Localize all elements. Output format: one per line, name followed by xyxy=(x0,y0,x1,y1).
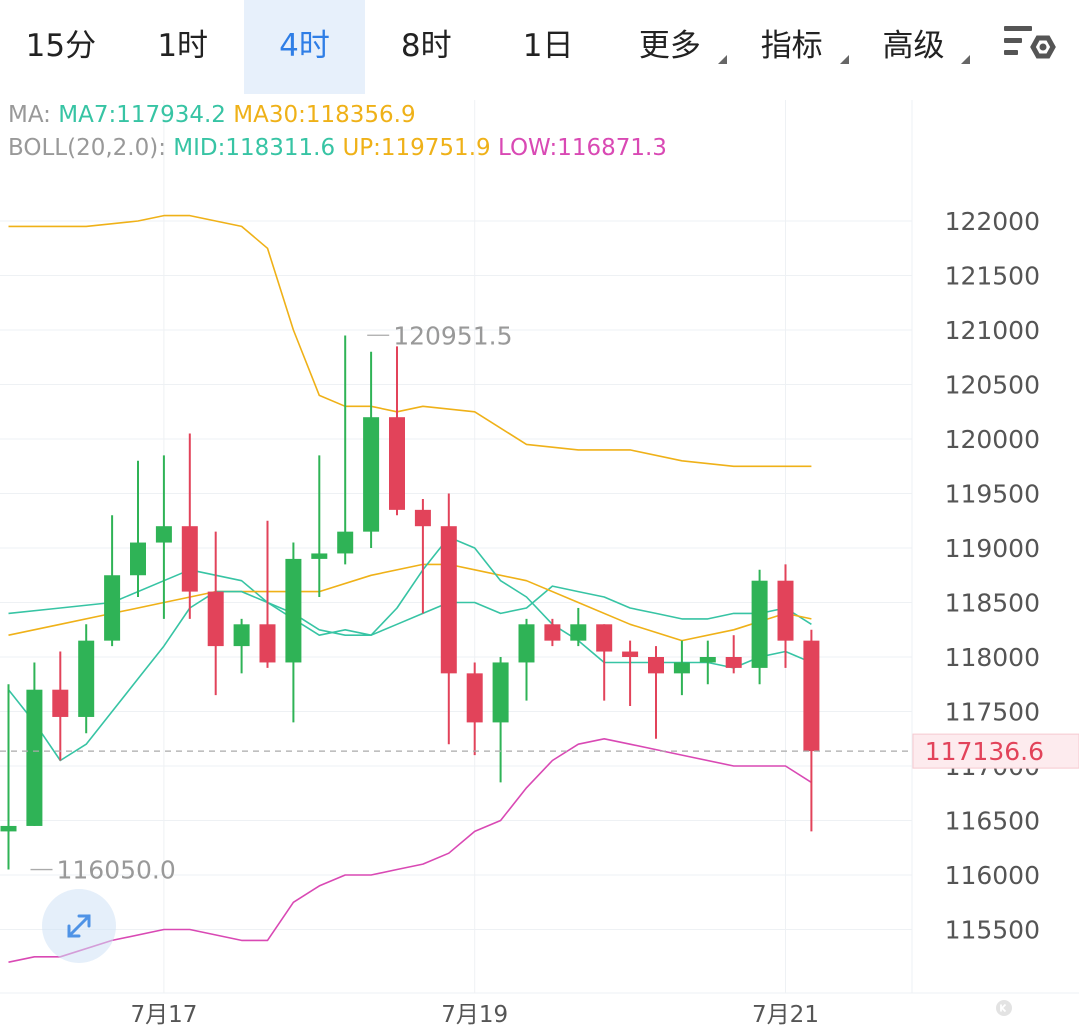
candle-body xyxy=(130,542,146,576)
expand-arrows-icon[interactable] xyxy=(42,889,116,963)
y-tick-label: 119500 xyxy=(945,480,1040,509)
tab-4[interactable]: 8时 xyxy=(365,0,487,94)
candle-body xyxy=(285,558,302,663)
boll-prefix: BOLL(20,2.0): xyxy=(8,135,174,161)
tab-7[interactable]: 指标 xyxy=(731,0,853,94)
tab-2[interactable]: 1时 xyxy=(122,0,244,94)
low-marker-label: 116050.0 xyxy=(57,856,176,885)
dropdown-corner-icon xyxy=(961,55,971,64)
boll-up-value: UP:119751.9 xyxy=(342,135,491,161)
candle-body xyxy=(104,575,121,641)
y-tick-label: 120000 xyxy=(945,425,1040,454)
tab-label: 1时 xyxy=(157,28,209,64)
dropdown-corner-icon xyxy=(839,55,849,64)
tab-label: 更多 xyxy=(638,28,701,64)
price-markers: 117136.6 120951.5 116050.0 xyxy=(0,321,1079,885)
y-tick-label: 116500 xyxy=(945,807,1040,836)
boll-readout: BOLL(20,2.0): MID:118311.6 UP:119751.9 L… xyxy=(8,132,667,165)
boll-low-value: LOW:116871.3 xyxy=(497,135,667,161)
candle-body xyxy=(466,673,483,723)
y-tick-label: 120500 xyxy=(945,371,1040,400)
indicator-readout: MA: MA7:117934.2 MA30:118356.9 BOLL(20,2… xyxy=(8,99,667,165)
candle-body xyxy=(0,825,17,832)
last-price-label: 117136.6 xyxy=(925,737,1044,766)
candle-body xyxy=(363,417,380,532)
x-tick-label: 7月17 xyxy=(130,1002,197,1026)
last-price-box xyxy=(912,733,1079,769)
candle-body xyxy=(544,624,561,641)
tab-1[interactable]: 15分 xyxy=(0,0,122,94)
candle-body xyxy=(26,689,43,826)
y-tick-label: 121500 xyxy=(945,262,1040,291)
chart-gridlines xyxy=(0,100,1079,994)
dropdown-corner-icon xyxy=(717,55,727,64)
y-tick-label: 115500 xyxy=(945,916,1040,945)
time-axis: 7月17 7月19 7月21 xyxy=(130,1002,819,1026)
candle-body xyxy=(389,417,405,510)
tab-label: 1日 xyxy=(522,28,574,64)
chart-settings-icon[interactable] xyxy=(1000,22,1056,72)
line-ma30 xyxy=(8,563,812,642)
go-latest-icon[interactable] xyxy=(996,1000,1012,1016)
tab-8[interactable]: 高级 xyxy=(853,0,975,94)
y-tick-label: 118000 xyxy=(945,643,1040,672)
tab-label: 8时 xyxy=(400,28,452,64)
x-tick-label: 7月21 xyxy=(752,1002,819,1026)
candle-body xyxy=(492,662,509,723)
candle-body xyxy=(414,509,431,527)
candle-body xyxy=(78,640,95,717)
price-axis: 122000 121500 121000 120500 120000 119500 1190… xyxy=(945,207,1040,945)
candle-body xyxy=(803,640,820,752)
tab-label: 15分 xyxy=(25,28,97,64)
y-tick-label: 116000 xyxy=(945,861,1040,890)
tab-3[interactable]: 4时 xyxy=(243,0,366,94)
candle-body xyxy=(52,689,69,717)
candle-body xyxy=(777,580,794,641)
ma-prefix: MA: xyxy=(8,102,59,128)
y-tick-label: 122000 xyxy=(945,207,1040,236)
candle-body xyxy=(673,662,690,674)
candle-body xyxy=(181,526,198,592)
candle-body xyxy=(622,651,639,657)
tab-label: 指标 xyxy=(760,28,823,64)
candle-body xyxy=(233,624,250,647)
candle-body xyxy=(648,657,664,674)
candle-body xyxy=(337,531,354,554)
candle-body xyxy=(207,591,224,647)
tab-label: 高级 xyxy=(882,28,945,64)
y-tick-label: 118500 xyxy=(945,589,1040,618)
candle-body xyxy=(259,624,276,663)
tab-label: 4时 xyxy=(279,28,330,64)
candle-body xyxy=(725,657,742,668)
interval-tab-bar: 15分 1时 4时 8时 1日 更多 指标 高级 xyxy=(0,0,1079,94)
candle-body xyxy=(596,624,613,652)
y-tick-label: 121000 xyxy=(945,316,1040,345)
line-mid xyxy=(7,536,812,762)
candle-body xyxy=(570,624,587,641)
candles xyxy=(0,335,820,870)
candle-body xyxy=(751,580,768,668)
ma30-value: MA30:118356.9 xyxy=(233,102,416,128)
candle-body xyxy=(518,624,535,663)
ma7-value: MA7:117934.2 xyxy=(58,102,226,128)
y-tick-label: 119000 xyxy=(945,534,1040,563)
boll-mid-value: MID:118311.6 xyxy=(173,135,336,161)
tab-5[interactable]: 1日 xyxy=(487,0,609,94)
candle-body xyxy=(155,526,172,543)
ma-readout: MA: MA7:117934.2 MA30:118356.9 xyxy=(8,99,667,132)
candle-body xyxy=(311,553,328,559)
y-tick-label: 117500 xyxy=(945,698,1040,727)
line-low xyxy=(8,737,812,963)
x-tick-label: 7月19 xyxy=(441,1002,508,1026)
high-marker-label: 120951.5 xyxy=(393,321,512,350)
candle-body xyxy=(440,526,457,674)
tab-6[interactable]: 更多 xyxy=(609,0,731,94)
candle-body xyxy=(699,657,716,663)
